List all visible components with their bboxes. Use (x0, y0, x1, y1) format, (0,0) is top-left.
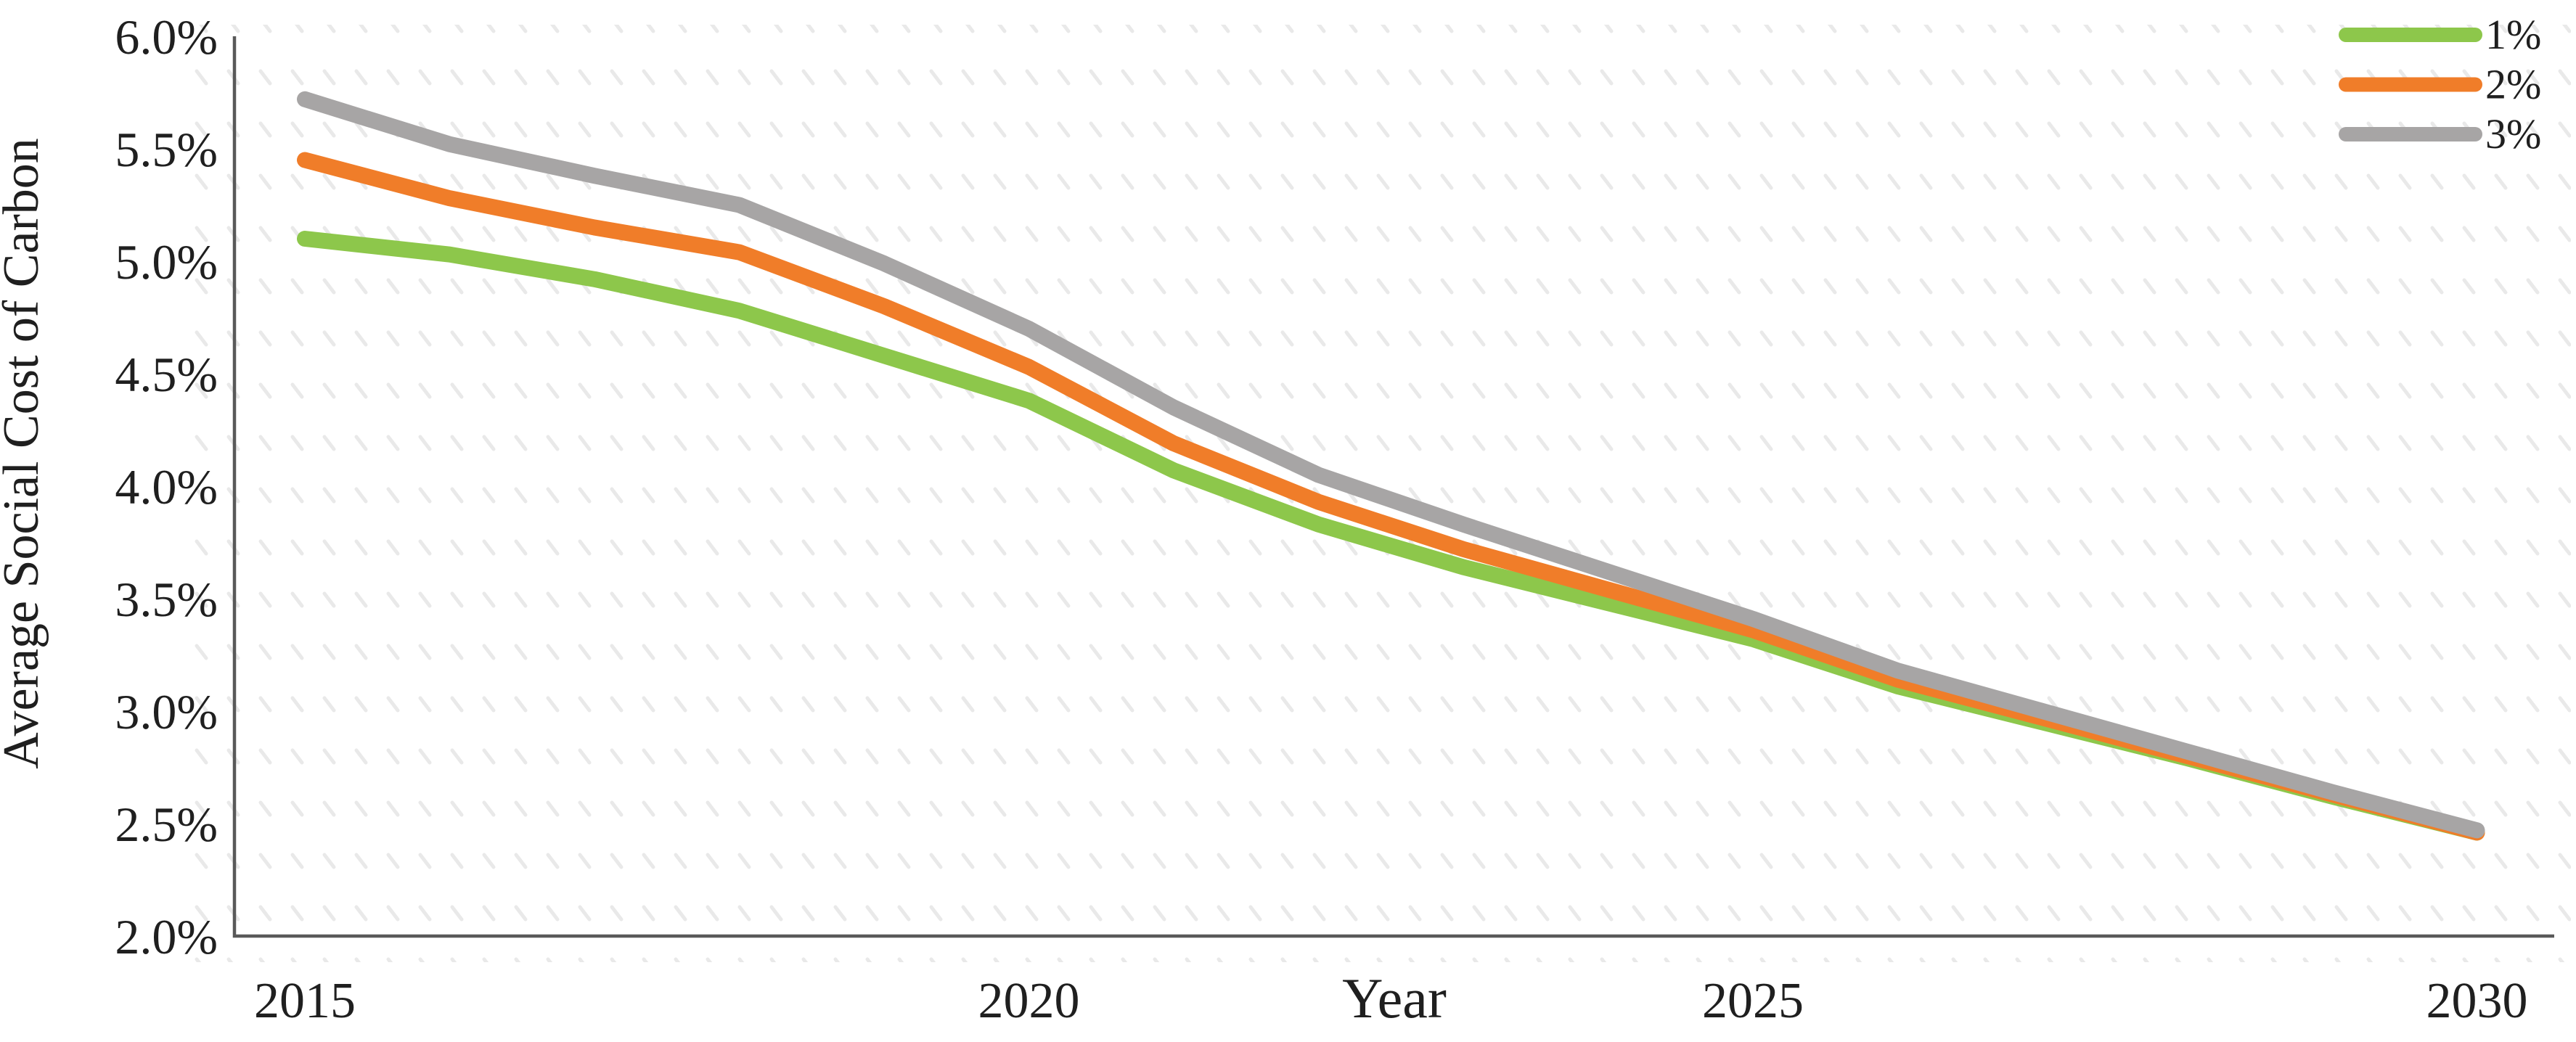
legend-label-3pct: 3% (2485, 110, 2541, 157)
plot-layer: 6.0% 5.5% 5.0% 4.5% 4.0% 3.5% 3.0% 2.5% 2.0% 2015… (115, 9, 2554, 1029)
x-tick-label: 2020 (978, 973, 1080, 1029)
series-line-3pct (297, 91, 2485, 839)
y-tick-label: 2.5% (115, 797, 218, 852)
x-tick-label: 2015 (254, 973, 356, 1029)
y-tick-label: 5.5% (115, 122, 218, 177)
legend-label-2pct: 2% (2485, 61, 2541, 108)
legend-label-1pct: 1% (2485, 11, 2541, 58)
y-tick-label: 3.5% (115, 572, 218, 627)
axis-lines (232, 36, 2554, 938)
y-tick-label: 5.0% (115, 234, 218, 290)
x-tick-label: 2030 (2426, 973, 2528, 1029)
x-tick-label: 2025 (1702, 973, 1804, 1029)
y-tick-label: 4.5% (115, 347, 218, 402)
y-tick-label: 6.0% (115, 9, 218, 65)
y-tick-label: 3.0% (115, 684, 218, 739)
y-axis-title: Average Social Cost of Carbon (0, 138, 49, 769)
y-tick-label: 2.0% (115, 909, 218, 964)
x-axis-title: Year (1342, 967, 1447, 1030)
y-tick-label: 4.0% (115, 459, 218, 514)
